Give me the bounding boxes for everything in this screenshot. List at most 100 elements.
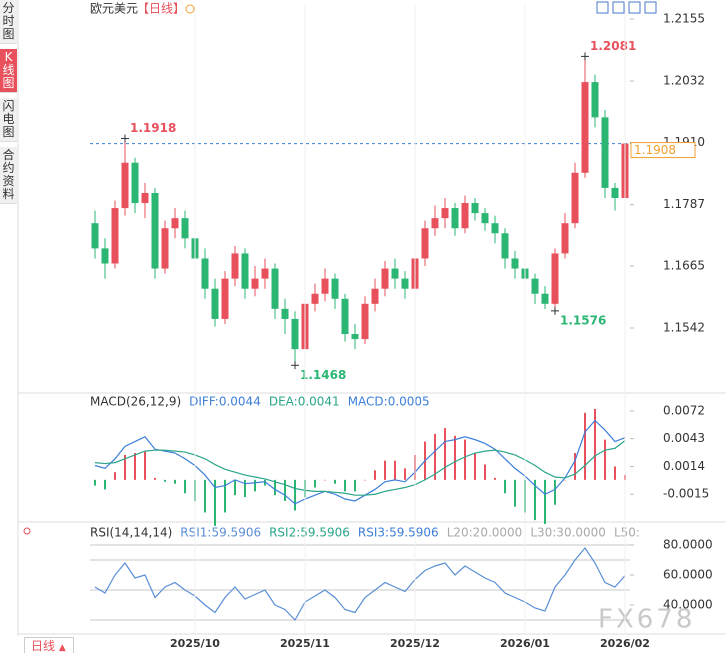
- settings-icon[interactable]: [23, 527, 31, 535]
- macd-bar: [504, 479, 506, 494]
- tab[interactable]: K线图: [0, 49, 17, 93]
- macd-bar: [554, 479, 556, 505]
- candle-body: [231, 253, 239, 279]
- macd-bar: [324, 479, 326, 481]
- tool-icon[interactable]: [596, 1, 609, 14]
- y-tick-label: 1.2155: [663, 12, 705, 26]
- tab[interactable]: 合约资料: [0, 147, 17, 204]
- macd-line: [94, 419, 626, 505]
- macd-bar: [184, 479, 186, 494]
- legend-entry: L30:30.0000: [530, 526, 606, 540]
- y-tick-label: 1.1665: [663, 259, 705, 273]
- candle-body: [331, 278, 339, 299]
- macd-bar: [404, 468, 406, 480]
- macd-bar: [604, 439, 606, 480]
- candle-body: [611, 187, 619, 198]
- macd-bar: [294, 479, 296, 511]
- candle-body: [431, 218, 439, 229]
- macd-bar: [134, 453, 136, 480]
- tab[interactable]: 闪电图: [0, 98, 17, 142]
- legend-entry: MACD:0.0005: [348, 395, 430, 409]
- macd-bar: [394, 460, 396, 480]
- macd-bar: [454, 435, 456, 480]
- y-tick-label: 80.0000: [663, 538, 713, 552]
- macd-bar: [544, 479, 546, 524]
- candle-body: [161, 228, 169, 269]
- add-icon[interactable]: [185, 4, 195, 14]
- legend-entry: DEA:0.0041: [269, 395, 340, 409]
- y-tick-label: 1.2032: [663, 74, 705, 88]
- tool-icon[interactable]: [612, 1, 625, 14]
- macd-bar: [364, 479, 366, 481]
- candle-body: [421, 228, 429, 259]
- candle-body: [211, 288, 219, 319]
- macd-bar: [214, 479, 216, 526]
- candle-body: [351, 334, 359, 340]
- candle-body: [461, 203, 469, 229]
- macd-bar: [474, 453, 476, 480]
- legend-entry: RSI1:59.5906: [180, 526, 261, 540]
- candle-body: [151, 192, 159, 269]
- macd-line: [94, 440, 626, 496]
- rsi-line: [94, 546, 626, 622]
- tool-icon[interactable]: [628, 1, 641, 14]
- candle-body: [141, 192, 149, 204]
- x-tick-label: 2026/01: [500, 637, 550, 650]
- macd-bar: [344, 479, 346, 492]
- candle-body: [531, 278, 539, 294]
- macd-bar: [464, 439, 466, 480]
- candle-body: [251, 278, 259, 289]
- candle-body: [181, 218, 189, 239]
- legend-entry: MACD(26,12,9): [90, 395, 181, 409]
- chart-title: 欧元美元: [90, 2, 138, 16]
- macd-bar: [124, 454, 126, 480]
- candle-body: [541, 293, 549, 304]
- candle-body: [271, 268, 279, 309]
- period-select[interactable]: 日线 ▲: [24, 637, 74, 653]
- x-tick-label: 2025/12: [390, 637, 440, 650]
- macd-bar: [514, 479, 516, 507]
- candle-body: [451, 208, 459, 229]
- candle-body: [571, 172, 579, 224]
- candle-body: [291, 318, 299, 350]
- toolbar: [596, 1, 657, 14]
- macd-bar: [334, 479, 336, 484]
- macd-bar: [484, 464, 486, 480]
- x-tick-label: 2025/11: [280, 637, 330, 650]
- y-tick-label: 1.1542: [663, 321, 705, 335]
- macd-bar: [354, 479, 356, 492]
- annotation: 1.1468: [300, 368, 346, 382]
- macd-bar: [374, 470, 376, 480]
- candle-body: [261, 268, 269, 279]
- macd-bar: [434, 433, 436, 480]
- price-tag-label: 1.1908: [634, 143, 676, 157]
- y-tick-label: 0.0043: [663, 431, 705, 445]
- tab[interactable]: 分时图: [0, 0, 17, 44]
- candle-body: [201, 258, 209, 289]
- price-tag: [630, 142, 696, 159]
- candle-body: [401, 278, 409, 289]
- candle-body: [491, 223, 499, 234]
- candle-body: [591, 82, 599, 118]
- candle-body: [311, 293, 319, 304]
- candle-body: [371, 288, 379, 304]
- macd-bar: [264, 479, 266, 486]
- legend-entry: DIFF:0.0044: [189, 395, 261, 409]
- tool-icon[interactable]: [644, 1, 657, 14]
- candle-body: [341, 298, 349, 335]
- macd-bar: [164, 479, 166, 482]
- candle-body: [171, 218, 179, 229]
- candle-body: [381, 268, 389, 289]
- macd-bar: [314, 479, 316, 488]
- macd-bar: [564, 479, 566, 481]
- candle-body: [131, 162, 139, 204]
- legend-entry: L20:20.0000: [447, 526, 523, 540]
- macd-bar: [104, 479, 106, 490]
- y-tick-label: 0.0072: [663, 403, 705, 417]
- y-tick-label: -0.0015: [663, 487, 709, 501]
- period-label: 【日线】: [137, 2, 185, 16]
- candle-body: [391, 268, 399, 279]
- candle-body: [581, 82, 589, 173]
- macd-bar: [234, 479, 236, 496]
- candle-body: [471, 203, 479, 214]
